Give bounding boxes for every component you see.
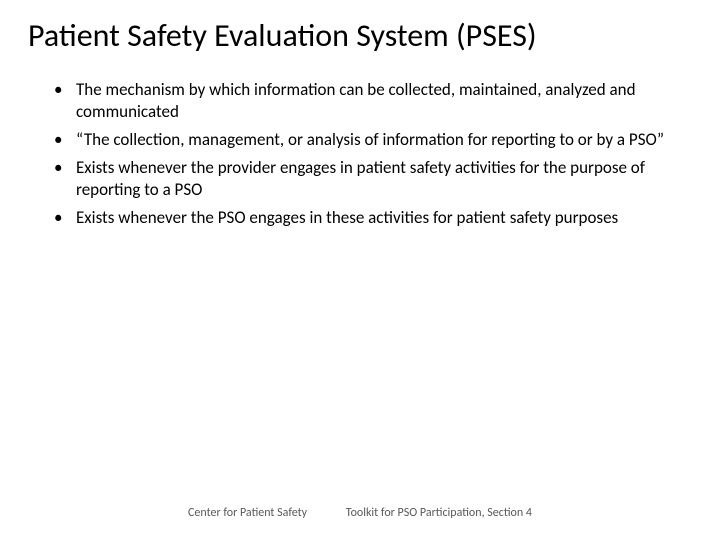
slide-container: Patient Safety Evaluation System (PSES) … <box>0 0 720 540</box>
list-item: “The collection, management, or analysis… <box>76 129 692 151</box>
footer-left: Center for Patient Safety <box>188 506 307 520</box>
list-item: Exists whenever the provider engages in … <box>76 157 692 201</box>
footer-right: Toolkit for PSO Participation, Section 4 <box>346 506 532 520</box>
list-item: Exists whenever the PSO engages in these… <box>76 207 692 229</box>
bullet-list: The mechanism by which information can b… <box>28 79 692 230</box>
slide-title: Patient Safety Evaluation System (PSES) <box>28 18 692 55</box>
list-item: The mechanism by which information can b… <box>76 79 692 123</box>
slide-footer: Center for Patient Safety Toolkit for PS… <box>0 506 720 520</box>
